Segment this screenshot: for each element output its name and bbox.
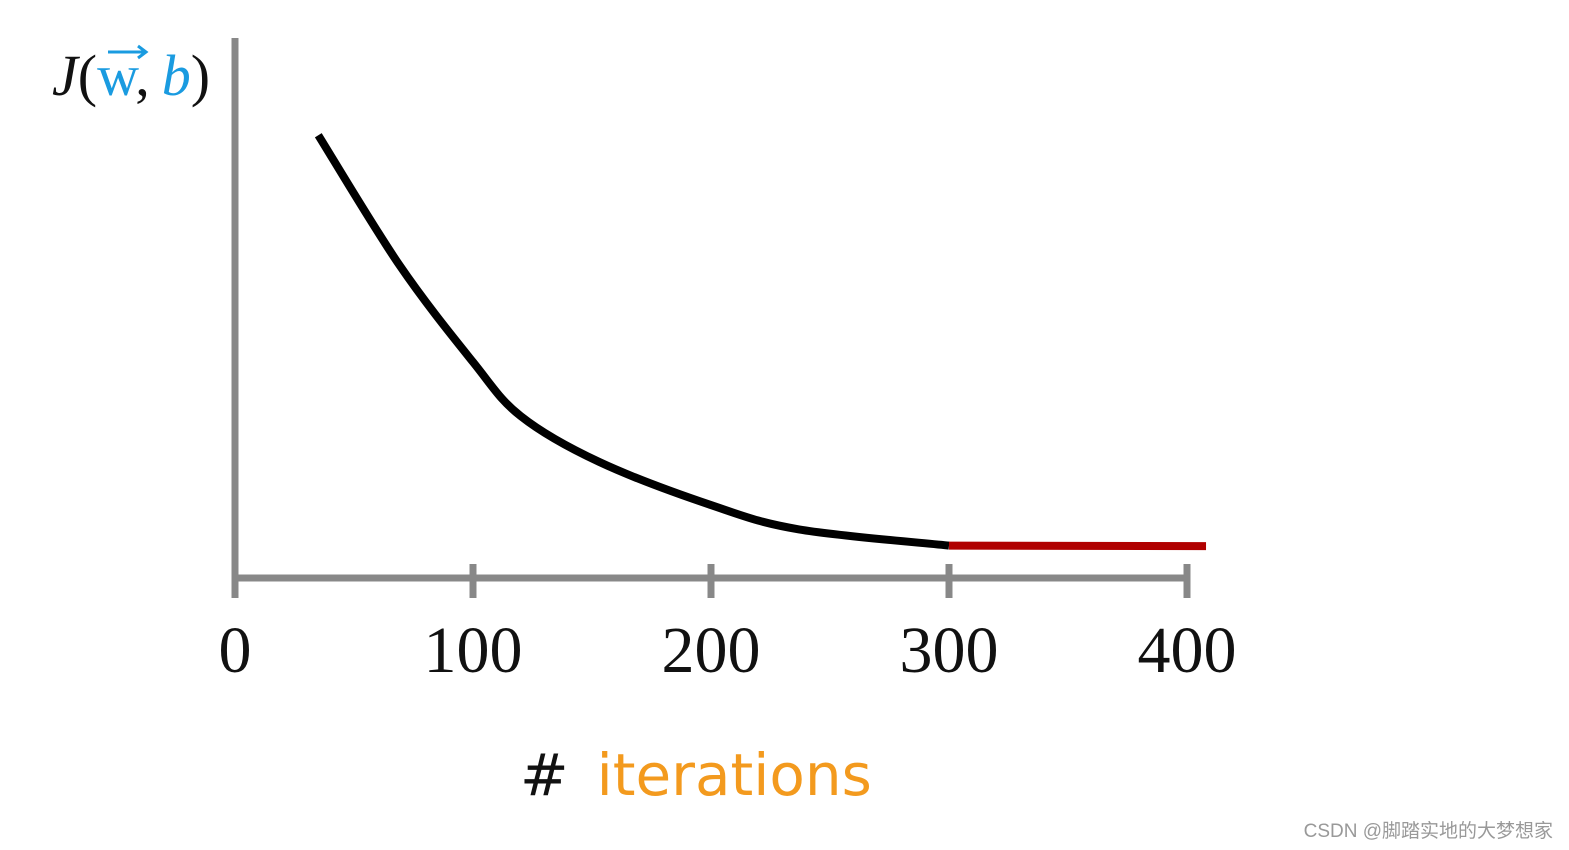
- y-axis-label: J(w, b): [52, 43, 210, 108]
- y-label-part: ,: [135, 43, 150, 108]
- x-axis-label: # iterations: [520, 741, 872, 809]
- x-label-part: iterations: [597, 741, 872, 809]
- y-label-part: J: [52, 43, 81, 108]
- watermark: CSDN @脚踏实地的大梦想家: [1304, 820, 1553, 842]
- y-label-part: b: [162, 43, 191, 108]
- y-label-part: (: [78, 43, 97, 108]
- x-tick-label: 100: [424, 614, 523, 687]
- x-tick-label: 200: [662, 614, 761, 687]
- series-line: [314, 133, 950, 550]
- series-line: [948, 541, 1207, 551]
- y-label-part: ): [191, 43, 210, 108]
- x-tick-label: 0: [219, 614, 252, 687]
- x-label-part: #: [520, 741, 569, 809]
- x-tick-label: 400: [1138, 614, 1237, 687]
- x-tick-label: 300: [900, 614, 999, 687]
- y-label-part: w: [97, 43, 139, 108]
- vector-arrow: [108, 44, 149, 60]
